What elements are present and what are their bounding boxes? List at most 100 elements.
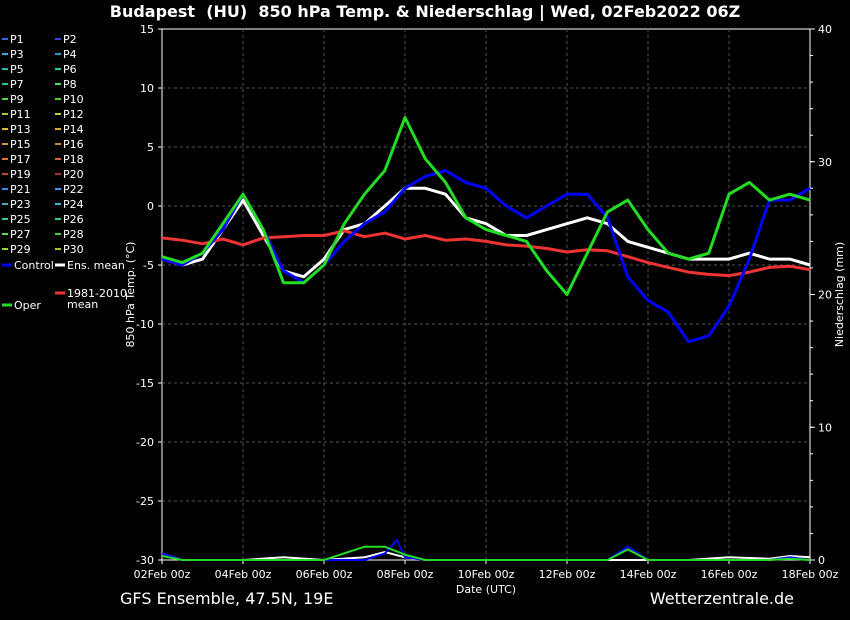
y-tick-label: 15 — [140, 23, 154, 36]
legend-item-p14: P14 — [55, 123, 84, 136]
legend-label: P11 — [10, 108, 31, 121]
legend-label: P8 — [63, 78, 77, 91]
legend-label: P18 — [63, 153, 84, 166]
x-tick-label: 06Feb 00z — [296, 568, 353, 581]
legend-item-ens-mean: Ens. mean — [55, 259, 125, 272]
legend-label: P14 — [63, 123, 84, 136]
legend-label: 1981-2010 — [67, 287, 127, 300]
x-tick-label: 12Feb 00z — [539, 568, 596, 581]
legend-label: P22 — [63, 183, 84, 196]
legend-item-p7: P7 — [2, 78, 24, 91]
x-tick-label: 08Feb 00z — [377, 568, 434, 581]
legend-label: P7 — [10, 78, 24, 91]
legend-label: P13 — [10, 123, 31, 136]
legend-item-p4: P4 — [55, 48, 77, 61]
legend-item-p26: P26 — [55, 213, 84, 226]
legend-item-p20: P20 — [55, 168, 84, 181]
legend-item-p13: P13 — [2, 123, 31, 136]
legend-item-control: Control — [2, 259, 54, 272]
legend-label: mean — [67, 298, 98, 311]
legend-label: P5 — [10, 63, 24, 76]
legend-label: P16 — [63, 138, 84, 151]
y-tick-label: 5 — [147, 141, 154, 154]
legend-item-p22: P22 — [55, 183, 84, 196]
legend-item-p6: P6 — [55, 63, 77, 76]
legend-label: P12 — [63, 108, 84, 121]
legend-label: P27 — [10, 228, 31, 241]
legend-item-p28: P28 — [55, 228, 84, 241]
legend-item-p18: P18 — [55, 153, 84, 166]
legend-label: P23 — [10, 198, 31, 211]
legend-label: P10 — [63, 93, 84, 106]
x-tick-label: 16Feb 00z — [701, 568, 758, 581]
legend-item-p10: P10 — [55, 93, 84, 106]
y2-tick-label: 20 — [818, 289, 832, 302]
legend-item-p2: P2 — [55, 33, 77, 46]
legend-label: P24 — [63, 198, 84, 211]
legend-label: P4 — [63, 48, 77, 61]
legend-item-p9: P9 — [2, 93, 24, 106]
footer-model-info: GFS Ensemble, 47.5N, 19E — [120, 589, 334, 608]
legend-label: Ens. mean — [67, 259, 125, 272]
y2-axis-label: Niederschlag (mm) — [833, 242, 846, 347]
legend-item-p1: P1 — [2, 33, 24, 46]
y-tick-label: -10 — [136, 318, 154, 331]
x-axis-label: Date (UTC) — [456, 583, 516, 596]
legend-label: Control — [14, 259, 54, 272]
legend-label: P17 — [10, 153, 31, 166]
legend-item-p12: P12 — [55, 108, 84, 121]
legend-item-p25: P25 — [2, 213, 31, 226]
legend-item-p15: P15 — [2, 138, 31, 151]
series-line-oper — [161, 116, 811, 296]
legend-item-p17: P17 — [2, 153, 31, 166]
legend-item-oper: Oper — [2, 299, 41, 312]
legend-label: P30 — [63, 243, 84, 256]
legend-item-p29: P29 — [2, 243, 31, 256]
y2-tick-label: 0 — [818, 554, 825, 567]
legend-label: P20 — [63, 168, 84, 181]
legend-item-p30: P30 — [55, 243, 84, 256]
legend-label: P25 — [10, 213, 31, 226]
x-tick-label: 18Feb 00z — [782, 568, 839, 581]
legend-item-p19: P19 — [2, 168, 31, 181]
x-tick-label: 02Feb 00z — [134, 568, 191, 581]
y-tick-label: -20 — [136, 436, 154, 449]
legend-item-p11: P11 — [2, 108, 31, 121]
y-tick-label: 0 — [147, 200, 154, 213]
series-line-1981-2010-mean — [161, 229, 811, 278]
x-tick-label: 14Feb 00z — [620, 568, 677, 581]
legend-label: P28 — [63, 228, 84, 241]
series-line-control — [161, 169, 811, 344]
legend-label: P26 — [63, 213, 84, 226]
legend-label: P9 — [10, 93, 24, 106]
legend-label: P21 — [10, 183, 31, 196]
legend-item-p21: P21 — [2, 183, 31, 196]
y2-tick-label: 30 — [818, 156, 832, 169]
legend-item-p5: P5 — [2, 63, 24, 76]
y-tick-label: -30 — [136, 554, 154, 567]
y2-tick-label: 40 — [818, 23, 832, 36]
legend-item-p16: P16 — [55, 138, 84, 151]
legend-item-p27: P27 — [2, 228, 31, 241]
legend-label: P1 — [10, 33, 24, 46]
legend-item-p8: P8 — [55, 78, 77, 91]
chart-title: Budapest (HU) 850 hPa Temp. & Niederschl… — [109, 2, 741, 21]
precip-line-oper — [161, 545, 811, 561]
y-tick-label: -5 — [143, 259, 154, 272]
footer-site-name[interactable]: Wetterzentrale.de — [649, 589, 794, 608]
legend-label: P15 — [10, 138, 31, 151]
legend-item-p24: P24 — [55, 198, 84, 211]
x-tick-label: 10Feb 00z — [458, 568, 515, 581]
legend-label: P29 — [10, 243, 31, 256]
legend-item-p3: P3 — [2, 48, 24, 61]
legend-label: P3 — [10, 48, 24, 61]
legend-label: P19 — [10, 168, 31, 181]
y-tick-label: -25 — [136, 495, 154, 508]
y-axis-label: 850 hPa Temp. (°C) — [124, 242, 137, 348]
x-tick-label: 04Feb 00z — [215, 568, 272, 581]
legend-item-p23: P23 — [2, 198, 31, 211]
legend-label: Oper — [14, 299, 41, 312]
legend-label: P2 — [63, 33, 77, 46]
